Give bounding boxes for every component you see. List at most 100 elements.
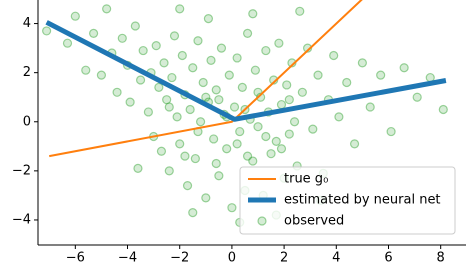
scatter-point xyxy=(211,158,221,169)
scatter-point xyxy=(81,65,91,75)
scatter-point xyxy=(308,124,318,134)
scatter-point xyxy=(169,31,180,41)
x-tick-label: 8 xyxy=(437,251,445,266)
legend-marker xyxy=(257,216,267,226)
axes: −6 −4 −2 0 2 4 6 8 −4 −2 0 2 4 xyxy=(12,0,466,266)
scatter-point xyxy=(242,28,253,38)
scatter-point xyxy=(261,131,271,142)
scatter-point xyxy=(172,112,182,122)
x-tick-label: −2 xyxy=(170,251,189,266)
scatter-point xyxy=(224,70,234,80)
scatter-point xyxy=(133,163,143,174)
scatter-point xyxy=(250,65,260,75)
scatter-point xyxy=(438,104,448,115)
scatter-point xyxy=(159,58,169,68)
y-tick-label: 4 xyxy=(23,16,31,31)
scatter-point xyxy=(284,129,294,139)
scatter-point xyxy=(164,166,174,176)
scatter-point xyxy=(167,72,177,83)
x-tick-label: −4 xyxy=(118,251,137,266)
scatter-point xyxy=(222,144,232,154)
scatter-point xyxy=(175,4,185,14)
scatter-point xyxy=(399,63,409,73)
legend-label: true g₀ xyxy=(284,172,328,187)
scatter-point xyxy=(180,151,190,161)
scatter-point xyxy=(209,134,219,144)
scatter-point xyxy=(135,75,146,85)
scatter-point xyxy=(206,55,216,65)
scatter-point xyxy=(201,92,211,102)
legend-label: estimated by neural net xyxy=(284,193,441,208)
scatter-point xyxy=(177,50,187,61)
scatter-point xyxy=(130,21,140,31)
line-layer xyxy=(45,0,447,158)
scatter-point xyxy=(214,171,224,181)
y-tick-label: 2 xyxy=(23,65,31,80)
x-tick-label: 0 xyxy=(228,251,236,266)
scatter-point xyxy=(214,95,224,105)
scatter-point xyxy=(334,112,344,122)
scatter-point xyxy=(70,11,80,21)
scatter-point xyxy=(211,85,221,95)
scatter-point xyxy=(96,70,107,80)
scatter-point xyxy=(386,126,396,137)
scatter-point xyxy=(253,122,263,132)
scatter-point xyxy=(88,28,99,38)
scatter-point xyxy=(284,95,294,105)
x-tick-label: −6 xyxy=(66,251,85,266)
y-tick-label: −4 xyxy=(12,212,31,227)
scatter-point xyxy=(248,9,258,19)
scatter-point xyxy=(62,38,73,48)
legend-box xyxy=(239,166,456,235)
x-tick-label: 6 xyxy=(384,251,392,266)
scatter-point xyxy=(289,117,300,127)
scatter-point xyxy=(412,92,422,102)
scatter-point xyxy=(112,87,122,97)
scatter-point xyxy=(242,151,253,161)
scatter-point xyxy=(138,45,148,56)
scatter-point xyxy=(143,107,153,117)
scatter-point xyxy=(276,99,287,110)
scatter-point xyxy=(216,43,227,53)
scatter-point xyxy=(271,136,281,147)
scatter-point xyxy=(232,53,242,63)
scatter-point xyxy=(342,77,352,88)
scatter-point xyxy=(190,153,200,164)
scatter-point xyxy=(282,80,292,90)
scatter-point xyxy=(102,4,112,14)
legend-label: observed xyxy=(284,214,344,229)
scatter-point xyxy=(201,193,211,203)
scatter-point xyxy=(188,207,198,218)
scatter-point xyxy=(266,149,276,159)
line-series xyxy=(49,0,363,158)
scatter-point xyxy=(235,126,245,137)
scatter-point xyxy=(357,58,367,68)
y-tick-label: 0 xyxy=(23,114,31,129)
scatter-point xyxy=(237,82,247,92)
scatter-point xyxy=(297,87,307,97)
scatter-point xyxy=(162,95,172,105)
scatter-point xyxy=(117,33,127,43)
scatter-point xyxy=(193,36,203,46)
scatter-point xyxy=(125,97,135,107)
scatter-point xyxy=(248,156,258,166)
scatter-point xyxy=(349,139,360,149)
scatter-point xyxy=(185,104,195,115)
line-series xyxy=(45,20,447,122)
scatter-point xyxy=(329,50,339,61)
scatter-point xyxy=(195,117,206,127)
scatter-point xyxy=(232,139,242,149)
scatter-point xyxy=(156,146,167,156)
scatter-point xyxy=(274,38,284,48)
scatter-point xyxy=(164,102,174,112)
scatter-point xyxy=(276,144,287,154)
scatter-point xyxy=(376,70,386,80)
x-tick-label: 2 xyxy=(280,251,288,266)
x-tick-label: 4 xyxy=(332,251,340,266)
scatter-point xyxy=(154,82,164,92)
scatter-point xyxy=(227,203,237,213)
scatter-point xyxy=(182,180,193,191)
scatter-point xyxy=(198,77,208,88)
scatter-point xyxy=(261,45,271,56)
scatter-point xyxy=(365,102,375,112)
